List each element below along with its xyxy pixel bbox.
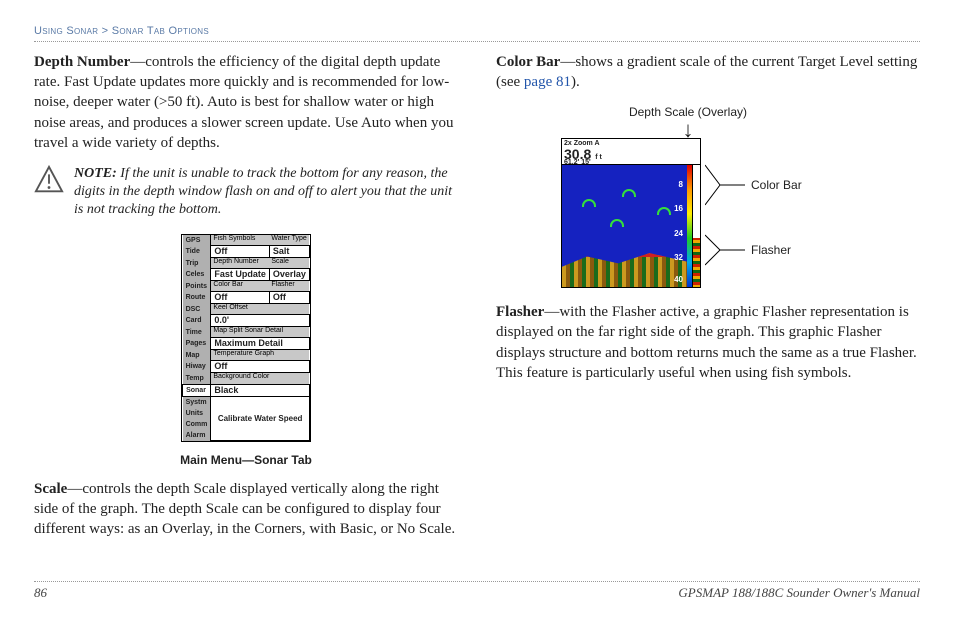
text-colorbar-b: ). [571,74,580,90]
tick: 16 [674,204,683,215]
tab: Card [183,315,211,327]
term-depth-number: Depth Number [34,54,130,70]
warning-icon [34,165,64,195]
menu-label: Map Split Sonar Detail [211,327,310,338]
menu-value: Off [211,246,270,258]
sonar-header: 2x Zoom A 30.8 f t 61.2' 15' [562,139,700,165]
left-column: Depth Number—controls the efficiency of … [34,52,458,552]
bracket-icon [705,160,745,210]
menu-label: Color Bar [211,281,270,292]
page-link[interactable]: page 81 [524,74,571,90]
breadcrumb: Using Sonar > Sonar Tab Options [34,24,920,42]
menu-value: 0.0' [211,315,310,327]
tab: Comm [183,419,211,430]
menu-value: Black [211,384,310,396]
tab: Time [183,327,211,338]
fish-arc-icon [610,219,624,227]
menu-value: Salt [269,246,309,258]
callout-colorbar: Color Bar [751,177,802,193]
page-number: 86 [34,584,47,602]
term-colorbar: Color Bar [496,54,560,70]
menu-label: Keel Offset [211,304,310,315]
tab: Hiway [183,361,211,373]
tab: Trip [183,258,211,269]
text-scale: —controls the depth Scale displayed vert… [34,481,455,538]
para-depth-number: Depth Number—controls the efficiency of … [34,52,458,153]
menu-figure: GPS Fish Symbols Water Type Tide Off Sal… [34,234,458,469]
tab: Route [183,292,211,304]
calibrate-button: Calibrate Water Speed [211,396,310,441]
depth-scale: 8 16 24 32 40 [669,165,685,287]
tab: Units [183,408,211,419]
arrow-down-icon: ↓ [456,121,920,139]
tick: 40 [674,275,683,286]
tab: Points [183,281,211,292]
menu-label: Depth Number [211,258,270,269]
tick: 32 [674,253,683,264]
tab: Tide [183,246,211,258]
note-box: NOTE: If the unit is unable to track the… [34,165,458,220]
tick: 8 [679,180,683,191]
breadcrumb-a: Using Sonar [34,25,98,37]
tick: 24 [674,229,683,240]
tab: Celes [183,269,211,281]
term-scale: Scale [34,481,67,497]
menu-caption: Main Menu—Sonar Tab [34,452,458,468]
sonar-figure: Depth Scale (Overlay) ↓ 2x Zoom A 30.8 f… [496,104,920,288]
tab: Pages [183,338,211,350]
note-label: NOTE: [74,166,117,181]
tab: Alarm [183,430,211,441]
breadcrumb-b: Sonar Tab Options [112,25,209,37]
tab: Map [183,350,211,361]
para-flasher: Flasher—with the Flasher active, a graph… [496,302,920,383]
flasher-strip [692,165,700,287]
menu-label: Water Type [269,235,309,246]
menu-label: Background Color [211,373,310,385]
breadcrumb-sep: > [102,25,109,37]
menu-value: Off [211,292,270,304]
tab: Systm [183,396,211,408]
para-colorbar: Color Bar—shows a gradient scale of the … [496,52,920,93]
tab: GPS [183,235,211,246]
note-text: NOTE: If the unit is unable to track the… [74,165,458,220]
menu-value: Maximum Detail [211,338,310,350]
menu-value: Off [211,361,310,373]
right-column: Color Bar—shows a gradient scale of the … [496,52,920,552]
tab: DSC [183,304,211,315]
menu-label: Fish Symbols [211,235,270,246]
tab: Temp [183,373,211,385]
manual-title: GPSMAP 188/188C Sounder Owner's Manual [678,584,920,602]
callouts: Color Bar Flasher [705,138,855,288]
menu-label: Temperature Graph [211,350,310,361]
page-footer: 86 GPSMAP 188/188C Sounder Owner's Manua… [34,581,920,602]
term-flasher: Flasher [496,304,544,320]
sonar-screen: 2x Zoom A 30.8 f t 61.2' 15' [561,138,701,288]
menu-label: Scale [269,258,309,269]
colorbar-column [687,165,700,287]
menu-value: Off [269,292,309,304]
menu-value: Fast Update [211,269,270,281]
fish-arc-icon [622,189,636,197]
menu-box: GPS Fish Symbols Water Type Tide Off Sal… [181,234,311,443]
callout-flasher: Flasher [751,242,791,258]
depth-unit: f t [595,154,602,161]
bracket-icon [705,230,745,270]
para-scale: Scale—controls the depth Scale displayed… [34,479,458,540]
fish-arc-icon [582,199,596,207]
menu-value: Overlay [269,269,309,281]
menu-label: Flasher [269,281,309,292]
tab: Sonar [183,384,211,396]
note-body: If the unit is unable to track the botto… [74,166,452,217]
text-flasher: —with the Flasher active, a graphic Flas… [496,304,917,381]
